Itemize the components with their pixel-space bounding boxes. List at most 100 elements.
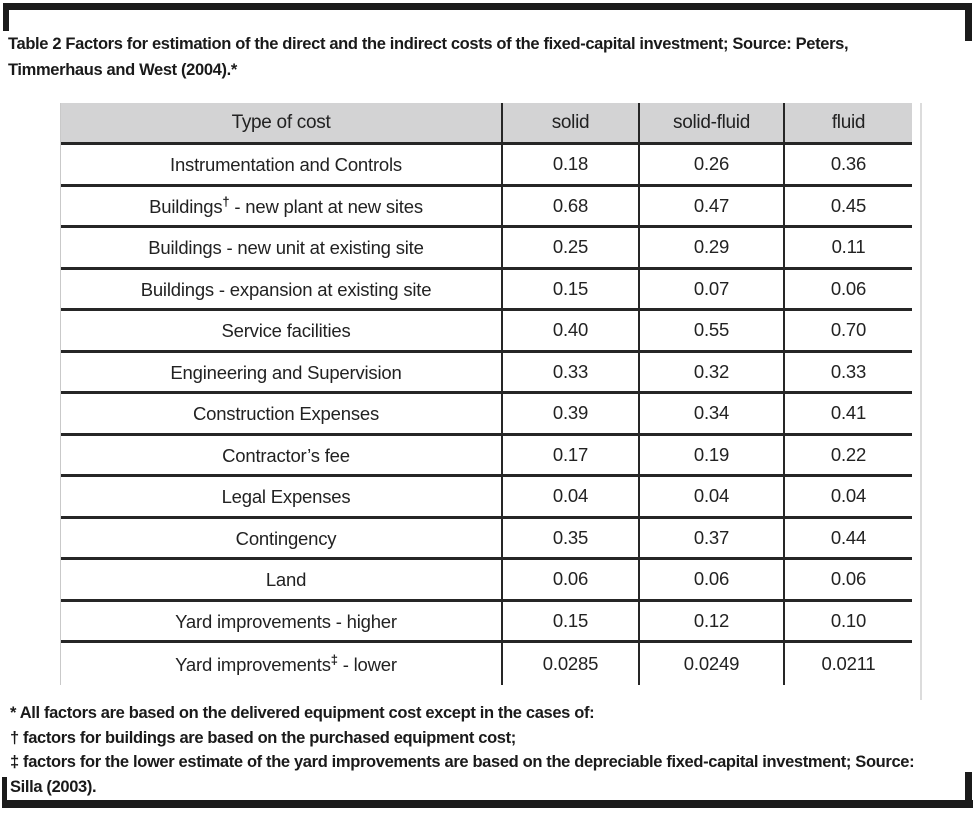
cost-type-label: Yard improvements - higher [175, 610, 397, 632]
frame-corner-bottom-right [965, 772, 972, 801]
value-cell-solid-fluid: 0.55 [640, 311, 785, 353]
value-cell-solid: 0.68 [503, 186, 640, 228]
table-row: Construction Expenses 0.39 0.34 0.41 [61, 394, 912, 436]
header-row: Type of cost solid solid-fluid fluid [61, 103, 912, 145]
value-cell-solid: 0.06 [503, 560, 640, 602]
value-cell-solid: 0.15 [503, 601, 640, 643]
value-cell-fluid: 0.70 [785, 311, 912, 353]
value-cell-fluid: 0.41 [785, 394, 912, 436]
cost-type-label-rest: - new plant at new sites [229, 195, 423, 217]
cost-type-label: Service facilities [221, 320, 351, 342]
cost-type-cell: Land [61, 560, 503, 602]
cost-type-cell: Buildings - new unit at existing site [61, 228, 503, 270]
table-row: Yard improvements - higher 0.15 0.12 0.1… [61, 601, 912, 643]
value-cell-fluid: 0.06 [785, 270, 912, 311]
value-cell-solid-fluid: 0.07 [640, 269, 785, 311]
frame-corner-bottom-left [2, 777, 7, 801]
value-cell-solid-fluid: 0.47 [640, 186, 785, 228]
cost-type-label: Land [265, 569, 307, 591]
frame-bottom-rule [2, 800, 973, 808]
frame-corner-top-right [965, 3, 972, 41]
value-cell-fluid: 0.33 [785, 353, 912, 394]
value-cell-solid: 0.17 [503, 435, 640, 477]
footnote-asterisk: * All factors are based on the delivered… [10, 704, 595, 722]
value-cell-solid-fluid: 0.29 [640, 228, 785, 270]
cost-type-cell: Instrumentation and Controls [61, 145, 503, 187]
caption-line-1: Table 2 Factors for estimation of the di… [8, 35, 849, 53]
value-cell-solid: 0.40 [503, 311, 640, 353]
value-cell-solid-fluid: 0.19 [640, 435, 785, 477]
cost-type-label: Contingency [235, 527, 337, 549]
cost-type-label: Construction Expenses [192, 403, 380, 425]
cost-type-label: Instrumentation and Controls [170, 154, 402, 176]
footnotes: * All factors are based on the delivered… [10, 701, 975, 800]
value-cell-solid-fluid: 0.32 [640, 352, 785, 394]
value-cell-solid: 0.35 [503, 518, 640, 560]
cost-type-cell: Yard improvements‡ - lower [61, 643, 503, 685]
footnote-double-dagger-continued: Silla (2003). [10, 778, 97, 797]
value-cell-fluid: 0.22 [785, 436, 912, 477]
cost-type-label: Engineering and Supervision [170, 361, 402, 383]
cost-type-cell: Service facilities [61, 311, 503, 353]
value-cell-fluid: 0.45 [785, 187, 912, 228]
table-row: Instrumentation and Controls 0.18 0.26 0… [61, 145, 912, 187]
table-row: Legal Expenses 0.04 0.04 0.04 [61, 477, 912, 519]
value-cell-fluid: 0.0211 [821, 652, 876, 674]
value-cell-solid-fluid: 0.04 [640, 477, 785, 519]
cost-type-label: Buildings - new unit at existing site [148, 237, 424, 259]
table-row: Yard improvements‡ - lower 0.0285 0.0249… [61, 643, 912, 685]
cost-type-label-rest: - lower [337, 653, 397, 675]
value-cell-fluid: 0.10 [785, 602, 912, 643]
value-cell-fluid: 0.06 [785, 560, 912, 602]
value-cell-solid: 0.15 [503, 269, 640, 311]
cost-type-label: Legal Expenses [221, 486, 351, 508]
value-cell-solid-fluid: 0.34 [640, 394, 785, 436]
column-header-fluid: fluid [785, 103, 912, 145]
value-cell-fluid: 0.44 [785, 519, 912, 560]
footnote-dagger: † factors for buildings are based on the… [10, 728, 516, 747]
cost-type-label: Contractor’s fee [222, 444, 350, 466]
cost-type-cell: Contractor’s fee [61, 435, 503, 477]
table-row: Buildings† - new plant at new sites 0.68… [61, 186, 912, 228]
footnote-marker: ‡ [330, 651, 338, 667]
value-cell-fluid: 0.04 [785, 477, 912, 519]
cost-type-cell: Buildings† - new plant at new sites [61, 186, 503, 228]
footnote-double-dagger: ‡ factors for the lower estimate of the … [10, 753, 915, 772]
cost-type-label: Yard improvements [175, 653, 331, 675]
value-cell-fluid: 0.11 [785, 228, 912, 270]
value-cell-solid: 0.0285 [503, 643, 640, 685]
table-row: Contractor’s fee 0.17 0.19 0.22 [61, 435, 912, 477]
cost-type-cell: Legal Expenses [61, 477, 503, 519]
table-row: Buildings - new unit at existing site 0.… [61, 228, 912, 270]
frame-top-rule [3, 3, 972, 10]
cost-factors-table: Type of cost solid solid-fluid fluid Ins… [60, 103, 912, 685]
value-cell-fluid: 0.36 [785, 145, 912, 187]
value-cell-solid: 0.18 [503, 145, 640, 187]
table-row: Service facilities 0.40 0.55 0.70 [61, 311, 912, 353]
frame-corner-top-left [3, 3, 9, 31]
value-cell-solid-fluid: 0.12 [640, 601, 785, 643]
table-row: Land 0.06 0.06 0.06 [61, 560, 912, 602]
column-header-type-of-cost: Type of cost [61, 103, 503, 145]
value-cell-solid: 0.25 [503, 228, 640, 270]
column-header-solid-fluid: solid-fluid [640, 103, 785, 145]
value-cell-solid-fluid: 0.37 [640, 518, 785, 560]
cost-type-label: Buildings - expansion at existing site [140, 278, 432, 300]
table-row: Buildings - expansion at existing site 0… [61, 269, 912, 311]
cost-type-cell: Engineering and Supervision [61, 352, 503, 394]
value-cell-solid: 0.33 [503, 352, 640, 394]
cost-type-label: Buildings [149, 195, 223, 217]
cost-type-cell: Construction Expenses [61, 394, 503, 436]
footnote-marker: † [222, 193, 230, 209]
column-header-solid: solid [503, 103, 640, 145]
value-cell-solid-fluid: 0.0249 [640, 643, 785, 685]
cost-type-cell: Buildings - expansion at existing site [61, 269, 503, 311]
value-cell-solid-fluid: 0.06 [640, 560, 785, 602]
table-row: Contingency 0.35 0.37 0.44 [61, 518, 912, 560]
value-cell-solid: 0.39 [503, 394, 640, 436]
value-cell-solid-fluid: 0.26 [640, 145, 785, 187]
table-caption: Table 2 Factors for estimation of the di… [8, 31, 968, 83]
cost-type-cell: Contingency [61, 518, 503, 560]
value-cell-solid: 0.04 [503, 477, 640, 519]
